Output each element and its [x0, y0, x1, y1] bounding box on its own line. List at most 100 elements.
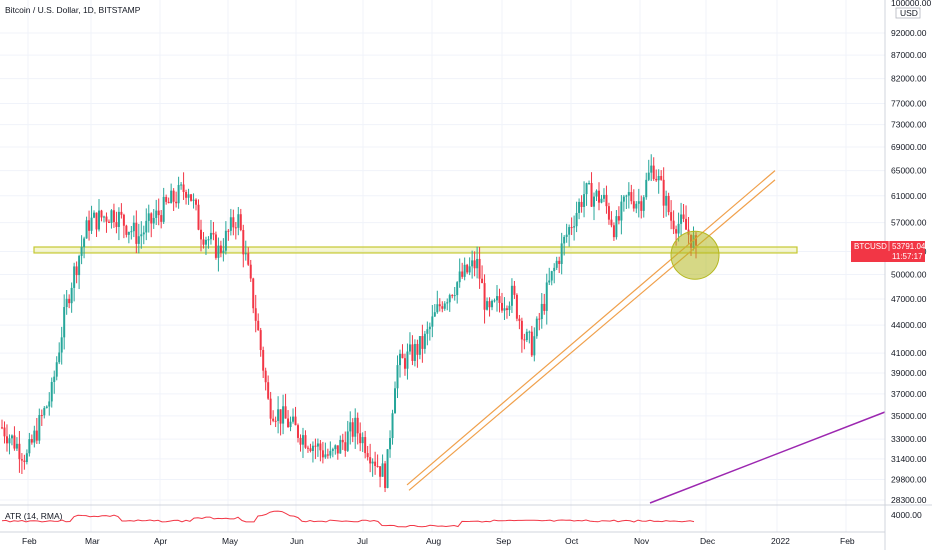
candle-body — [50, 381, 53, 402]
candle-body — [289, 421, 292, 428]
candle-body — [476, 258, 479, 269]
time-label: Nov — [634, 536, 650, 546]
chart-title: Bitcoin / U.S. Dollar, 1D, BITSTAMP — [5, 5, 141, 15]
candle-body — [172, 190, 175, 202]
candle-body — [95, 212, 98, 230]
price-axis[interactable]: 92000.00 87000.00 82000.00 77000.00 73000.00… — [891, 28, 927, 505]
candle-body — [448, 295, 451, 303]
candle-body — [167, 201, 170, 204]
candle-body — [493, 300, 496, 302]
candle-body — [635, 203, 638, 209]
candle-body — [217, 245, 220, 258]
candle-body — [105, 216, 108, 222]
candle-body — [657, 175, 660, 181]
candle-body — [533, 336, 536, 356]
candle-body — [25, 453, 28, 462]
candle-body — [212, 232, 215, 235]
candle-body — [264, 370, 267, 383]
candle-body — [394, 388, 397, 414]
candle-body — [242, 230, 245, 255]
candle-body — [180, 184, 183, 186]
candle-body — [222, 250, 225, 253]
currency-box[interactable] — [895, 7, 921, 19]
candle-body — [682, 214, 685, 219]
candle-body — [433, 312, 436, 317]
candle-body — [182, 184, 185, 192]
candle-body — [366, 453, 369, 458]
time-label: Aug — [426, 536, 441, 546]
candle-body — [555, 260, 558, 268]
candle-body — [38, 415, 41, 441]
candle-body — [602, 194, 605, 199]
candle-body — [672, 220, 675, 230]
candle-body — [73, 266, 76, 288]
candle-body — [478, 258, 481, 279]
trendline-purple[interactable] — [649, 411, 886, 504]
candle-body — [408, 344, 411, 352]
candle-body — [446, 302, 449, 304]
candle-body — [120, 211, 123, 215]
candle-body — [187, 194, 190, 198]
candle-body — [90, 217, 93, 231]
price-tick: 87000.00 — [891, 50, 927, 60]
candle-body — [401, 353, 404, 359]
time-axis[interactable]: Feb Mar Apr May Jun Jul Aug Sep Oct Nov Dec 2022 Feb — [22, 536, 855, 546]
candle-body — [98, 210, 101, 230]
time-label: Jun — [290, 536, 304, 546]
candle-body — [319, 443, 322, 451]
candle-body — [670, 212, 673, 221]
candle-body — [379, 466, 382, 477]
support-zone-rect[interactable] — [33, 246, 798, 254]
candle-body — [107, 221, 110, 223]
time-label: 2022 — [771, 536, 790, 546]
candle-body — [436, 304, 439, 313]
candle-body — [224, 230, 227, 251]
candle-body — [513, 285, 516, 295]
candle-body — [297, 425, 300, 438]
candle-body — [88, 220, 91, 231]
candle-body — [381, 463, 384, 477]
candle-body — [304, 435, 307, 448]
candle-body — [190, 194, 193, 201]
candle-body — [632, 201, 635, 209]
candle-body — [55, 362, 58, 377]
candle-body — [550, 271, 553, 281]
candle-body — [647, 172, 650, 180]
candle-body — [110, 210, 113, 223]
trendline-upper[interactable] — [406, 170, 776, 486]
last-price-badge — [851, 241, 925, 262]
price-tick: 41000.00 — [891, 348, 927, 358]
candle-body — [287, 418, 290, 428]
candle-body — [389, 438, 392, 450]
candle-body — [411, 344, 414, 361]
candle-body — [15, 443, 18, 449]
time-label: Apr — [154, 536, 167, 546]
trendline-lower[interactable] — [408, 179, 776, 491]
candle-body — [252, 278, 255, 309]
candle-body — [85, 220, 88, 239]
price-tick: 37000.00 — [891, 389, 927, 399]
candle-body — [20, 459, 23, 461]
highlight-circle[interactable] — [670, 230, 720, 280]
candle-body — [175, 201, 178, 204]
candle-body — [152, 217, 155, 224]
candle-body — [371, 461, 374, 464]
candle-body — [28, 439, 31, 454]
candle-body — [234, 227, 237, 229]
price-tick: 61000.00 — [891, 191, 927, 201]
candle-body — [585, 183, 588, 195]
candle-body — [428, 326, 431, 330]
candle-body — [324, 454, 327, 458]
candle-body — [209, 232, 212, 240]
candle-body — [140, 234, 143, 237]
price-tick: 28300.00 — [891, 495, 927, 505]
candle-body — [483, 283, 486, 310]
candle-body — [491, 300, 494, 308]
candle-body — [93, 212, 96, 218]
candle-body — [580, 201, 583, 207]
candles — [1, 154, 697, 493]
candle-body — [356, 417, 359, 434]
candle-body — [645, 179, 648, 198]
candle-body — [292, 416, 295, 422]
